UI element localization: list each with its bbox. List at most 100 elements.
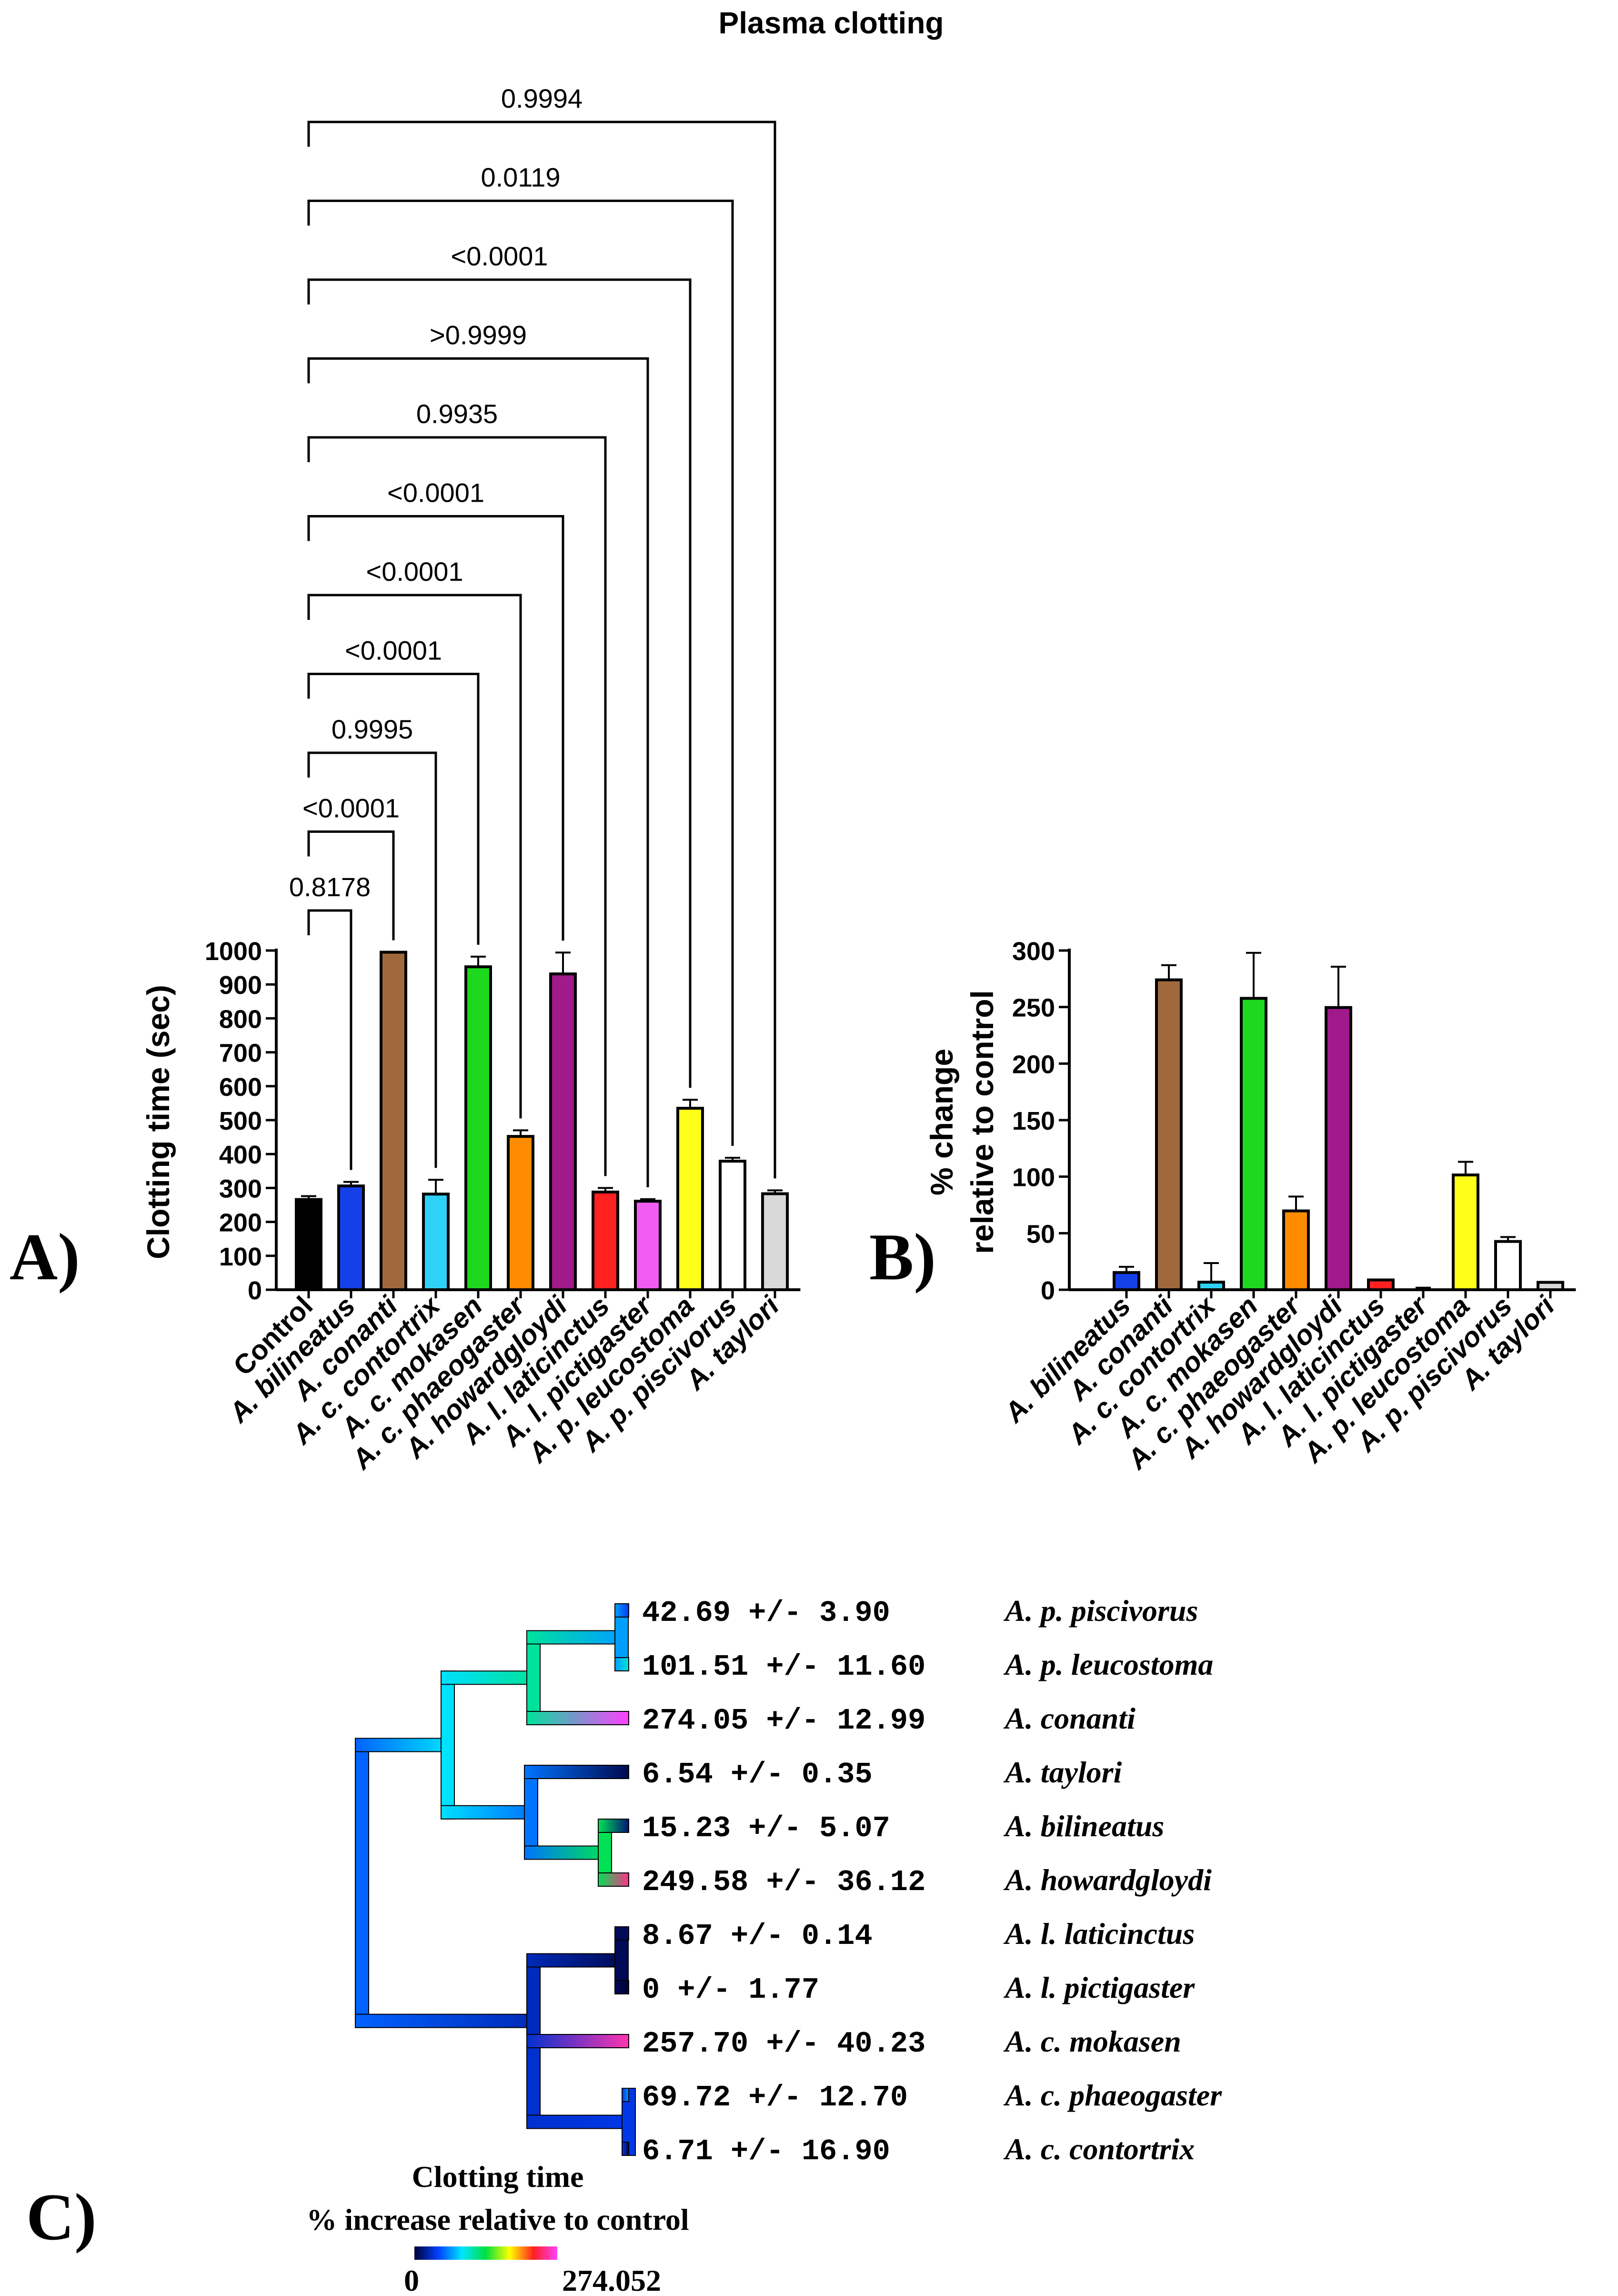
taylori-clade-branch bbox=[524, 1765, 629, 1779]
bar-a-c-phaeogaster bbox=[1282, 1209, 1310, 1292]
root-connector bbox=[355, 1738, 369, 2028]
bar-a-l-laticinctus bbox=[592, 1190, 619, 1292]
tip-value-a-l-laticinctus: 8.67 +/- 0.14 bbox=[642, 1919, 873, 1953]
legend-title-line-1: Clotting time bbox=[412, 2160, 584, 2194]
tip-value-a-c-contortrix: 6.71 +/- 16.90 bbox=[642, 2134, 890, 2168]
panel-label-c: C) bbox=[26, 2180, 97, 2254]
panel-label-a: A) bbox=[10, 1220, 80, 1294]
conanti-clade-branch bbox=[526, 1711, 629, 1725]
contortrix-clade-branch bbox=[526, 2114, 629, 2129]
y-tick-label: 400 bbox=[219, 1141, 262, 1169]
conanti-clade-branch bbox=[526, 1630, 622, 1645]
tip-value-a-p-piscivorus: 42.69 +/- 3.90 bbox=[642, 1596, 890, 1630]
upper-clade-branch bbox=[441, 1670, 534, 1685]
bilineatus-clade-branch bbox=[598, 1872, 629, 1887]
bar-a-bilineatus bbox=[1113, 1271, 1140, 1292]
root-branch bbox=[355, 1738, 448, 1752]
tip-value-a-p-leucostoma: 101.51 +/- 11.60 bbox=[642, 1650, 925, 1684]
bar-control bbox=[295, 1198, 322, 1291]
upper-clade-connector bbox=[441, 1670, 455, 1820]
bar-a-l-laticinctus bbox=[1367, 1278, 1395, 1291]
bar-a-p-leucostoma bbox=[676, 1107, 704, 1292]
conanti-clade-connector bbox=[526, 1630, 541, 1725]
significance-bracket bbox=[307, 357, 649, 1187]
p-value-label: >0.9999 bbox=[430, 320, 527, 350]
bar-a-c-mokasen bbox=[464, 965, 492, 1291]
y-tick-label: 600 bbox=[219, 1073, 262, 1102]
y-axis-title-line-2: relative to control bbox=[965, 990, 1000, 1254]
y-axis-title-line-1: % change bbox=[924, 1049, 959, 1195]
phaeogaster-clade-branch bbox=[622, 2142, 629, 2156]
y-tick-label: 250 bbox=[1012, 994, 1055, 1022]
bar-a-howardgloydi bbox=[549, 972, 577, 1292]
tip-taxon-a-bilineatus: A. bilineatus bbox=[1003, 1809, 1164, 1843]
bilineatus-clade-branch bbox=[598, 1819, 629, 1833]
tip-value-a-conanti: 274.05 +/- 12.99 bbox=[642, 1704, 925, 1738]
tip-value-a-taylori: 6.54 +/- 0.35 bbox=[642, 1758, 873, 1791]
laticinctus-clade-branch bbox=[614, 1926, 629, 1941]
tip-taxon-a-c-mokasen: A. c. mokasen bbox=[1003, 2024, 1181, 2058]
p-value-label: 0.8178 bbox=[289, 872, 371, 902]
bar-a-bilineatus bbox=[337, 1184, 365, 1291]
bar-a-c-mokasen bbox=[1240, 997, 1267, 1292]
significance-bracket bbox=[307, 278, 692, 1088]
contortrix-clade-connector bbox=[526, 2034, 541, 2129]
bar-a-l-pictigaster bbox=[634, 1200, 662, 1291]
color-scale-max-label: 274.052 bbox=[562, 2264, 661, 2296]
phaeogaster-clade-branch bbox=[622, 2088, 629, 2102]
significance-bracket bbox=[307, 830, 395, 941]
color-scale-bar bbox=[414, 2246, 557, 2260]
tip-taxon-a-taylori: A. taylori bbox=[1003, 1755, 1122, 1789]
y-axis-title: Clotting time (sec) bbox=[141, 985, 176, 1259]
p-value-label: 0.9994 bbox=[501, 83, 583, 113]
taylori-clade-connector bbox=[524, 1765, 538, 1860]
significance-bracket bbox=[307, 200, 734, 1146]
tip-value-a-c-phaeogaster: 69.72 +/- 12.70 bbox=[642, 2081, 908, 2114]
significance-bracket bbox=[307, 515, 564, 941]
piscivorus-clade-branch bbox=[614, 1603, 629, 1618]
y-tick-label: 200 bbox=[219, 1209, 262, 1237]
panel-a-clotting-time-chart: 01002003004005006007008009001000ControlA… bbox=[10, 83, 801, 1476]
significance-bracket bbox=[307, 121, 776, 1179]
bar-a-c-phaeogaster bbox=[507, 1135, 534, 1292]
y-tick-label: 900 bbox=[219, 971, 262, 1000]
panel-label-b: B) bbox=[869, 1220, 936, 1294]
figure-title: Plasma clotting bbox=[719, 6, 944, 40]
legend-title-line-2: % increase relative to control bbox=[306, 2203, 689, 2236]
y-tick-label: 1000 bbox=[205, 937, 262, 966]
piscivorus-clade-branch bbox=[614, 1657, 629, 1671]
y-tick-label: 100 bbox=[1012, 1163, 1055, 1192]
p-value-label: <0.0001 bbox=[451, 241, 548, 271]
tip-taxon-a-l-laticinctus: A. l. laticinctus bbox=[1003, 1917, 1195, 1951]
p-value-label: <0.0001 bbox=[366, 556, 463, 587]
root-branch bbox=[355, 2013, 534, 2028]
bar-a-conanti bbox=[1155, 978, 1183, 1291]
bar-a-taylori bbox=[1537, 1281, 1564, 1292]
y-tick-label: 500 bbox=[219, 1107, 262, 1135]
contortrix-clade-branch bbox=[526, 2034, 629, 2048]
bar-a-c-contortrix bbox=[422, 1193, 450, 1292]
tip-taxon-a-c-contortrix: A. c. contortrix bbox=[1003, 2132, 1195, 2166]
y-tick-label: 0 bbox=[1041, 1276, 1055, 1305]
tip-value-a-howardgloydi: 249.58 +/- 36.12 bbox=[642, 1865, 925, 1899]
p-value-label: <0.0001 bbox=[302, 793, 400, 823]
laticinctus-clade-branch bbox=[614, 1980, 629, 1994]
tip-value-a-c-mokasen: 257.70 +/- 40.23 bbox=[642, 2027, 925, 2061]
y-tick-label: 0 bbox=[248, 1276, 262, 1305]
p-value-label: <0.0001 bbox=[345, 636, 442, 666]
p-value-label: 0.9995 bbox=[332, 714, 413, 744]
significance-bracket bbox=[307, 594, 522, 1119]
bar-a-p-piscivorus bbox=[719, 1160, 746, 1292]
panel-c-phylogeny-tree: 42.69 +/- 3.90 A. p. piscivorus 101.51 +/-… bbox=[26, 1594, 1222, 2296]
significance-bracket bbox=[307, 909, 352, 1170]
taylori-clade-branch bbox=[524, 1845, 605, 1860]
p-value-label: <0.0001 bbox=[387, 478, 484, 508]
tip-taxon-a-p-piscivorus: A. p. piscivorus bbox=[1003, 1594, 1198, 1628]
p-value-label: 0.9935 bbox=[416, 399, 498, 429]
y-tick-label: 300 bbox=[1012, 937, 1055, 966]
significance-bracket bbox=[307, 751, 437, 1168]
bar-a-howardgloydi bbox=[1325, 1006, 1352, 1292]
tip-taxon-a-c-phaeogaster: A. c. phaeogaster bbox=[1003, 2078, 1222, 2112]
